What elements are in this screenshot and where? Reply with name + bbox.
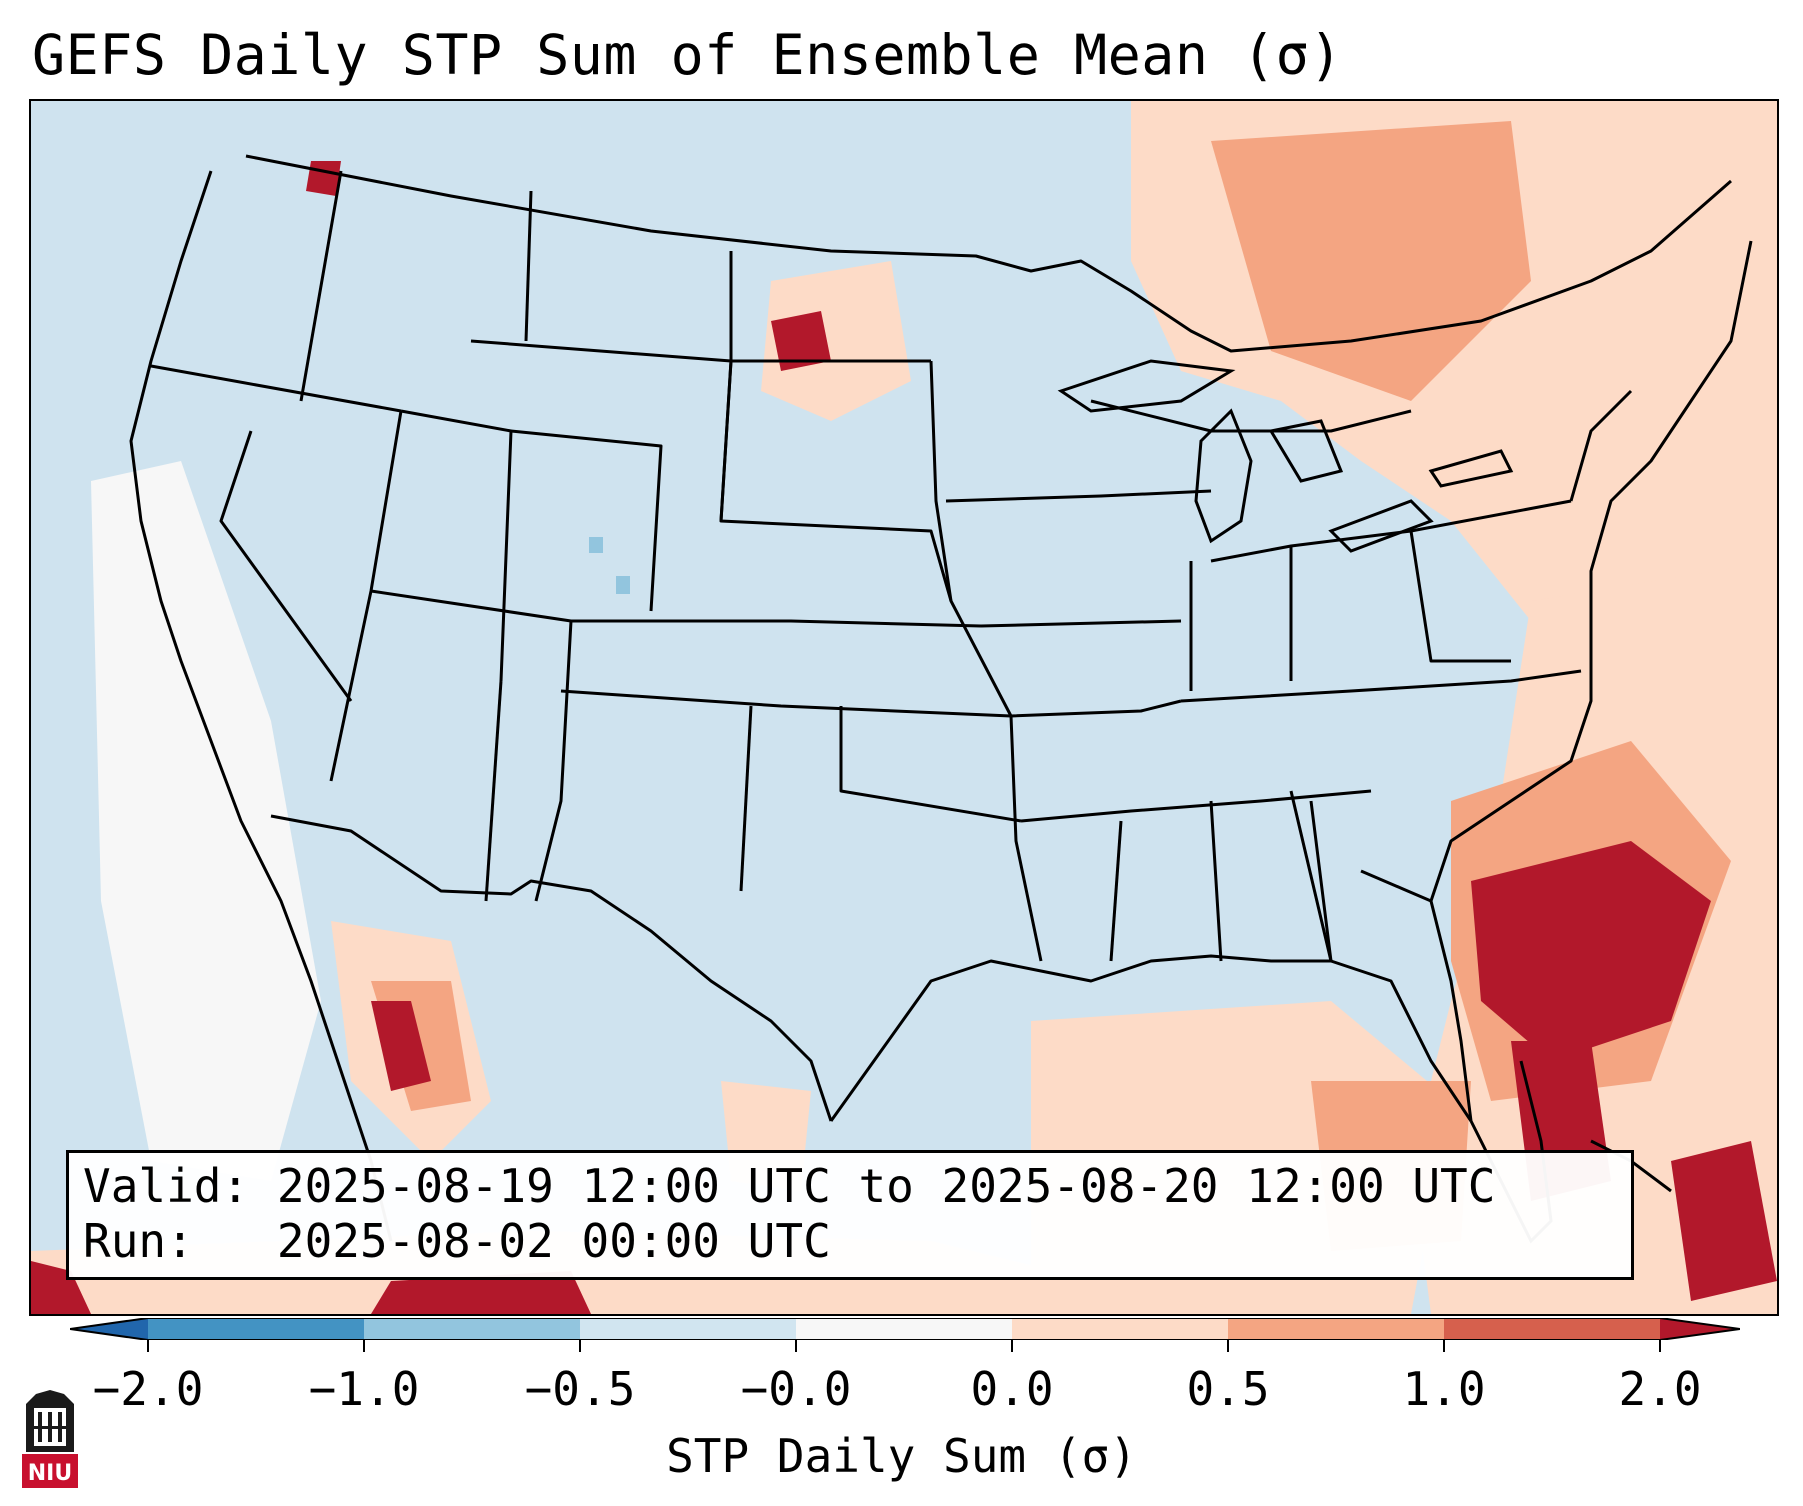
colorbar-over-triangle (1660, 1318, 1740, 1340)
tick-6 (1443, 1340, 1445, 1352)
tick-label-5: 0.5 (1186, 1362, 1270, 1416)
colorbar-bin-2 (364, 1318, 580, 1340)
colorbar-bin-4 (796, 1318, 1012, 1340)
colorbar-bin-7 (1444, 1318, 1660, 1340)
valid-run-info-box: Valid: 2025-08-19 12:00 UTC to 2025-08-2… (66, 1150, 1634, 1280)
colorbar-bin-3 (580, 1318, 796, 1340)
anomaly-negative-layer (91, 461, 321, 1181)
tick-4 (1011, 1340, 1013, 1352)
tick-label-0: −2.0 (92, 1362, 204, 1416)
state-boundaries (129, 154, 1753, 1242)
tick-label-7: 2.0 (1618, 1362, 1702, 1416)
colorbar-label: STP Daily Sum (σ) (666, 1429, 1137, 1483)
tick-7 (1659, 1340, 1661, 1352)
valid-value: 2025-08-19 12:00 UTC to 2025-08-20 12:00… (276, 1159, 1496, 1213)
great-lakes (1057, 359, 1514, 553)
run-label: Run: (83, 1214, 194, 1268)
valid-label: Valid: (83, 1159, 250, 1213)
run-value: 2025-08-02 00:00 UTC (276, 1214, 831, 1268)
tick-5 (1227, 1340, 1229, 1352)
colorbar (70, 1318, 1740, 1340)
svg-text:NIU: NIU (28, 1461, 72, 1486)
tick-label-6: 1.0 (1402, 1362, 1486, 1416)
tick-label-4: 0.0 (970, 1362, 1054, 1416)
anomaly-blue-points (589, 537, 630, 594)
valid-row: Valid: 2025-08-19 12:00 UTC to 2025-08-2… (83, 1159, 1617, 1214)
tick-label-1: −1.0 (308, 1362, 420, 1416)
colorbar-bin-5 (1012, 1318, 1228, 1340)
figure-title: GEFS Daily STP Sum of Ensemble Mean (σ) (32, 23, 1343, 87)
tick-0 (147, 1340, 149, 1352)
tick-1 (363, 1340, 365, 1352)
tick-3 (795, 1340, 797, 1352)
colorbar-bin-1 (148, 1318, 364, 1340)
niu-logo: NIU (22, 1390, 78, 1488)
tick-label-3: −0.0 (740, 1362, 852, 1416)
colorbar-bin-6 (1228, 1318, 1444, 1340)
map-svg (31, 101, 1777, 1314)
tick-2 (579, 1340, 581, 1352)
tick-label-2: −0.5 (524, 1362, 636, 1416)
map-panel (29, 99, 1779, 1316)
run-row: Run: 2025-08-02 00:00 UTC (83, 1214, 1617, 1269)
colorbar-under-triangle (70, 1318, 148, 1340)
